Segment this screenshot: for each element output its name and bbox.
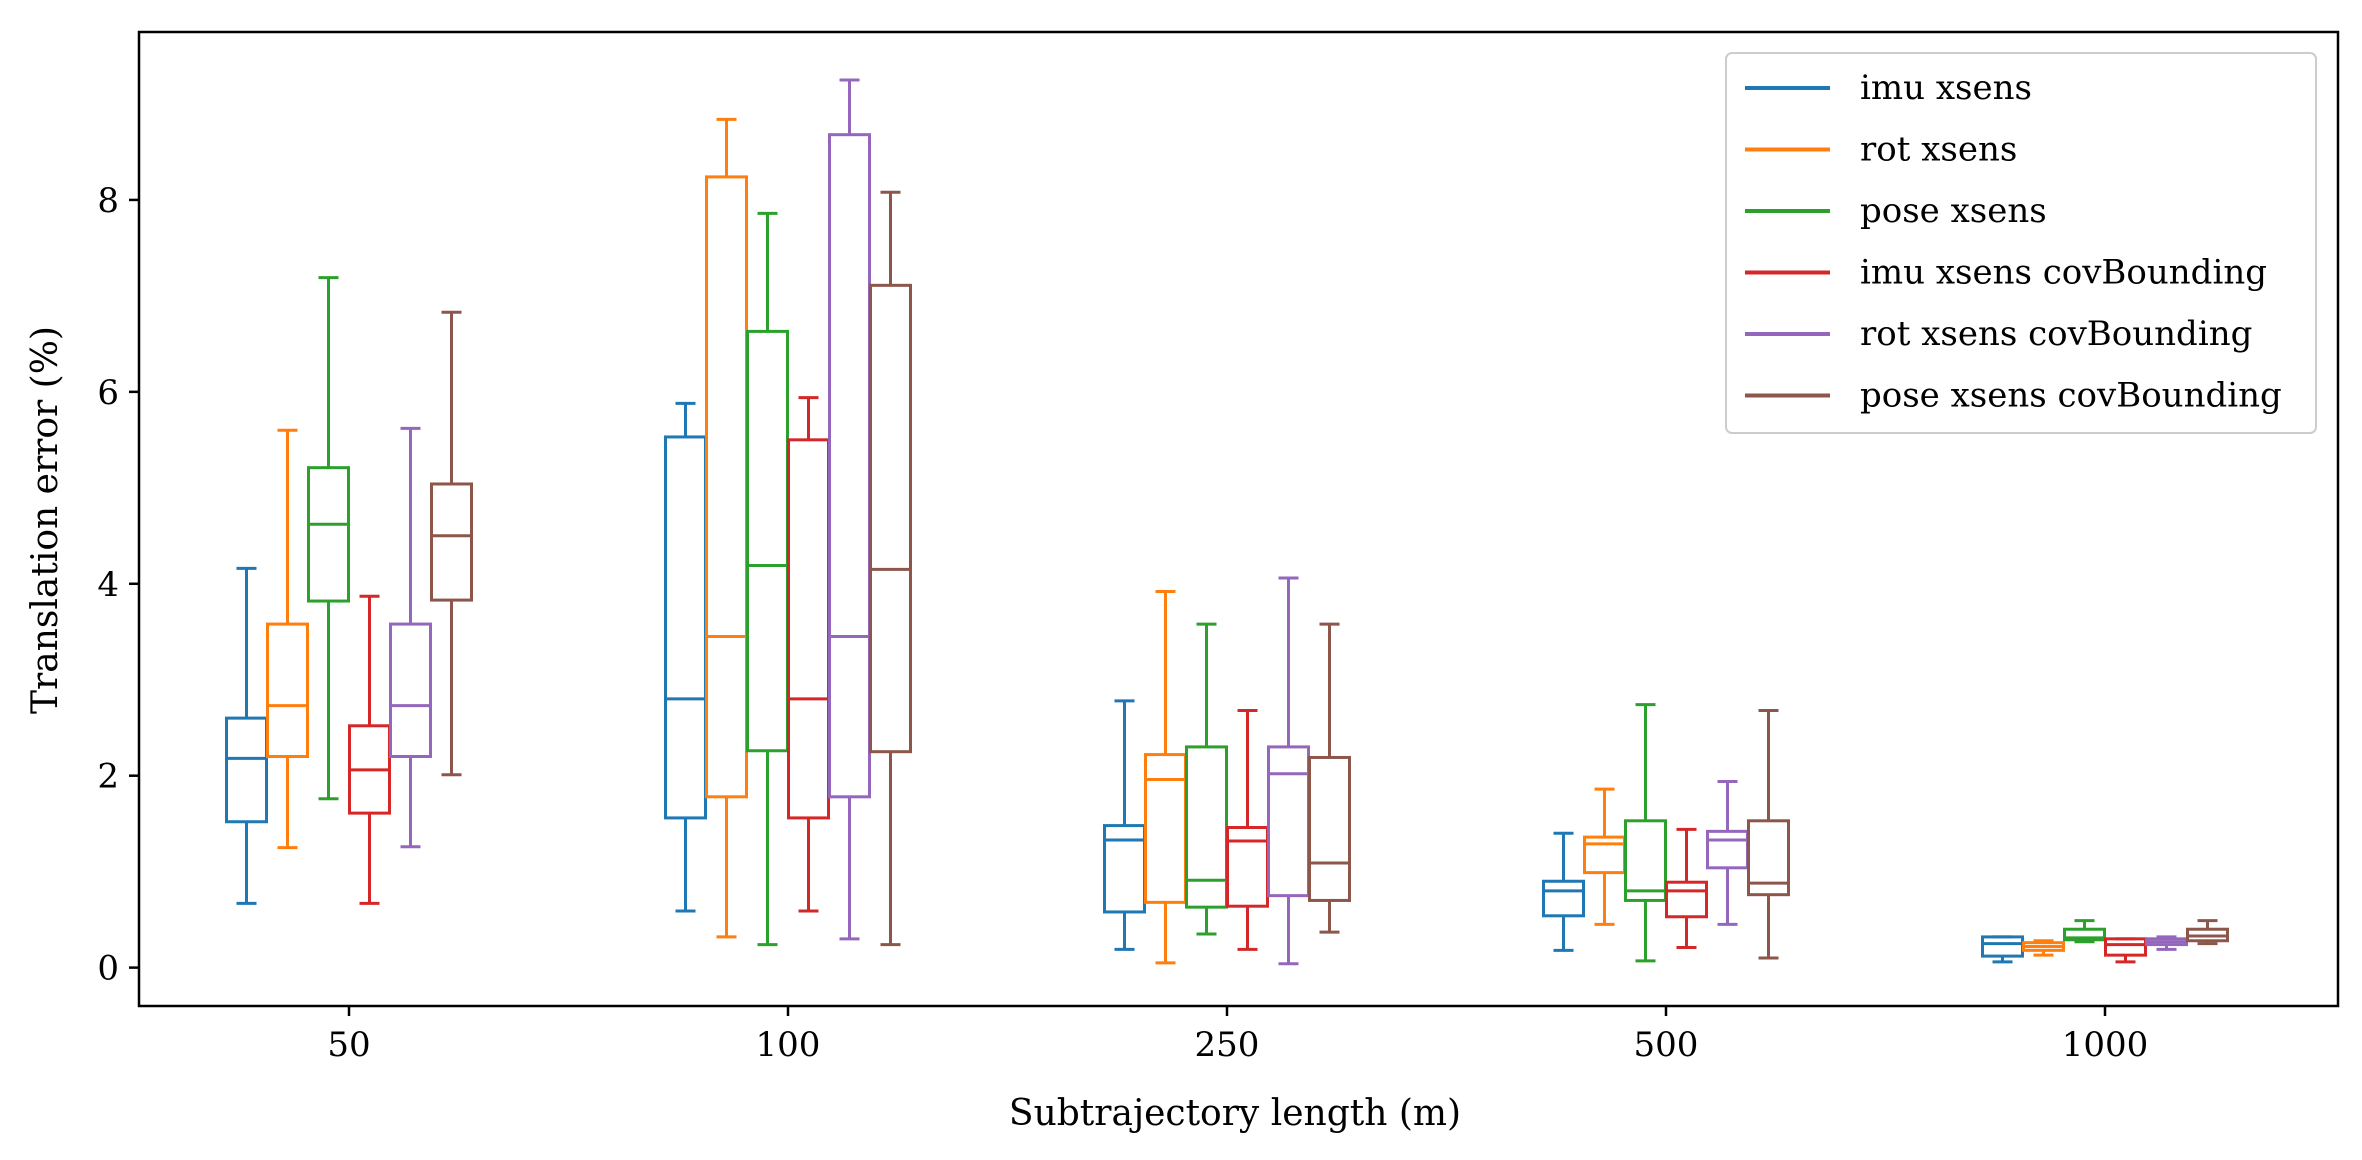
x-tick-label: 250 (1195, 1025, 1260, 1065)
legend-entry: imu xsens covBounding (1860, 253, 2267, 293)
box-2-2 (1185, 622, 1228, 936)
box-1-2 (1144, 589, 1187, 965)
y-axis-label: Translation error (%) (25, 326, 66, 714)
series-0 (225, 401, 2024, 964)
box-0-0 (225, 566, 268, 905)
box-body (1226, 826, 1269, 908)
box-5-1 (869, 190, 912, 947)
x-tick-label: 100 (756, 1025, 821, 1065)
box-0-1 (664, 401, 707, 913)
y-tick-label: 4 (97, 565, 119, 605)
x-axis-label: Subtrajectory length (m) (1009, 1093, 1461, 1134)
x-axis: 50 100 250 500 1000 (327, 1006, 2148, 1065)
y-tick-label: 0 (97, 949, 119, 989)
box-body (1185, 745, 1228, 909)
box-1-1 (705, 117, 748, 939)
plot-area-frame (137, 30, 2340, 1008)
series-5 (430, 190, 2229, 960)
box-2-1 (746, 211, 789, 947)
box-4-4 (2145, 935, 2188, 951)
box-body (1267, 745, 1310, 898)
box-body (1542, 879, 1585, 918)
box-1-4 (2022, 939, 2065, 957)
box-body (2063, 927, 2106, 942)
box-5-0 (430, 310, 473, 777)
box-body (1144, 753, 1187, 904)
series-4 (389, 78, 2188, 966)
box-5-4 (2186, 919, 2229, 946)
box-3-3 (1665, 827, 1708, 949)
box-body (828, 133, 871, 799)
x-tick-label: 50 (327, 1025, 370, 1065)
box-4-2 (1267, 576, 1310, 966)
box-body (1308, 755, 1351, 902)
box-3-4 (2104, 937, 2147, 964)
box-body (1665, 880, 1708, 919)
legend-frame (1725, 52, 2317, 434)
y-tick-label: 2 (97, 757, 119, 797)
box-body (307, 466, 350, 603)
x-tick-label: 1000 (2062, 1025, 2149, 1065)
box-5-2 (1308, 622, 1351, 934)
y-tick-label: 6 (97, 373, 119, 413)
box-body (2104, 937, 2147, 957)
box-body (1747, 819, 1790, 897)
box-body (869, 283, 912, 754)
series-3 (348, 396, 2147, 964)
box-4-3 (1706, 779, 1749, 926)
box-1-3 (1583, 787, 1626, 926)
legend-entry: pose xsens (1860, 191, 2047, 231)
box-4-1 (828, 78, 871, 941)
box-2-0 (307, 276, 350, 801)
box-body (430, 482, 473, 602)
box-body (1981, 935, 2024, 958)
box-1-0 (266, 428, 309, 850)
boxes-layer (225, 78, 2229, 966)
x-tick-label: 500 (1634, 1025, 1699, 1065)
box-body (1624, 819, 1667, 902)
box-body (664, 435, 707, 820)
box-4-0 (389, 426, 432, 849)
box-5-3 (1747, 708, 1790, 960)
box-0-2 (1103, 699, 1146, 951)
legend-entry: rot xsens covBounding (1860, 314, 2252, 354)
box-0-4 (1981, 935, 2024, 964)
y-axis: 0 2 4 6 8 (97, 181, 139, 989)
legend: imu xsens rot xsens pose xsens imu xsens co… (1725, 52, 2317, 434)
legend-entry: imu xsens (1860, 68, 2032, 108)
box-body (705, 175, 748, 799)
y-tick-label: 8 (97, 181, 119, 221)
box-0-3 (1542, 831, 1585, 952)
box-3-1 (787, 396, 830, 913)
box-body (746, 329, 789, 753)
box-3-2 (1226, 708, 1269, 951)
box-body (787, 438, 830, 820)
box-2-4 (2063, 919, 2106, 944)
legend-entry: pose xsens covBounding (1860, 376, 2282, 416)
box-3-0 (348, 594, 391, 905)
box-body (389, 622, 432, 759)
box-2-3 (1624, 703, 1667, 963)
box-body (225, 716, 268, 824)
legend-entry: rot xsens (1860, 130, 2017, 170)
box-body (1706, 829, 1749, 870)
box-body (266, 622, 309, 759)
